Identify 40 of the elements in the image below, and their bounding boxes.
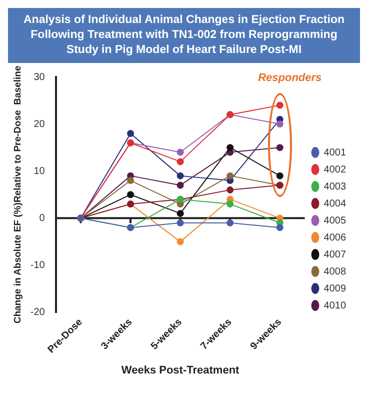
point — [226, 219, 234, 226]
y-tick-label: 0 — [39, 212, 46, 224]
legend-label: 4008 — [324, 266, 346, 278]
point — [127, 191, 134, 198]
x-axis-title: Weeks Post-Treatment — [121, 364, 240, 376]
point — [127, 130, 134, 137]
y-axis-title: Change in Absolute EF (%)Relative to Pre-Dose Baseline — [12, 66, 24, 324]
point — [176, 238, 184, 246]
point — [176, 158, 184, 166]
point — [226, 144, 234, 152]
chart-title: Analysis of Individual Animal Changes in Ejection Fraction Following Treatment with TN1-002 from Reprogramming Study in Pig Model of Heart Failure Post-MI — [8, 8, 360, 63]
y-tick-label: 10 — [34, 166, 46, 177]
point — [176, 172, 184, 180]
point — [176, 210, 184, 217]
y-tick-label: 30 — [34, 72, 46, 83]
legend-label: 4004 — [324, 198, 346, 210]
annotation: Responders — [258, 72, 322, 84]
y-tick-label: 20 — [34, 118, 46, 130]
point — [127, 177, 134, 184]
point — [226, 172, 234, 180]
point — [276, 120, 284, 128]
point — [176, 148, 184, 156]
legend-label: 4003 — [324, 181, 346, 192]
point — [226, 186, 234, 194]
legend-label: 4002 — [324, 164, 346, 176]
point — [176, 219, 184, 226]
legend-label: 4010 — [324, 300, 346, 312]
legend-label: 4001 — [324, 147, 346, 158]
point — [276, 172, 284, 180]
y-tick-label: -10 — [30, 260, 46, 271]
point — [226, 200, 234, 208]
point — [276, 224, 284, 232]
point — [276, 144, 284, 152]
legend-label: 4005 — [324, 215, 346, 226]
legend-label: 4009 — [324, 283, 346, 294]
point — [176, 182, 184, 189]
legend-label: 4006 — [324, 232, 346, 244]
point — [276, 102, 284, 109]
y-tick-label: -20 — [30, 307, 46, 318]
legend-label: 4007 — [324, 249, 346, 260]
